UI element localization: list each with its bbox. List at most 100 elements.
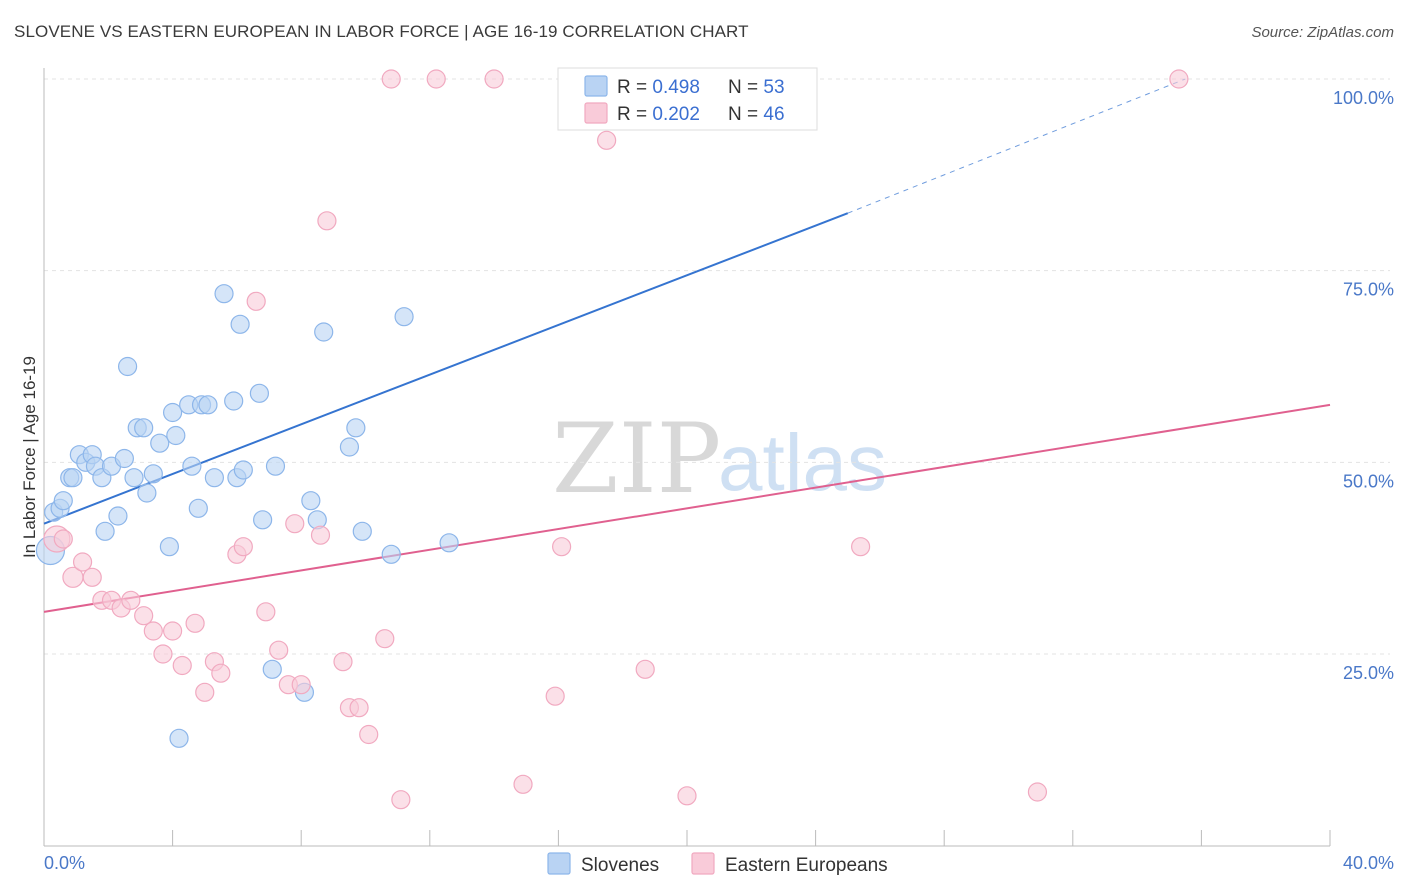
- point-eastern-europeans-21: [256, 602, 276, 622]
- point-slovenes-48: [381, 544, 401, 564]
- point-eastern-europeans-31: [359, 724, 379, 745]
- x-tick-label-max: 40.0%: [1343, 853, 1394, 873]
- point-eastern-europeans-3: [72, 552, 93, 572]
- point-slovenes-31: [204, 468, 224, 488]
- legend-r-value-slovenes: 0.498: [652, 77, 700, 98]
- point-slovenes-25: [169, 728, 189, 748]
- legend-n-row-eastern-europeans: N = 46: [728, 104, 785, 125]
- point-slovenes-42: [301, 491, 321, 511]
- point-eastern-europeans-41: [635, 659, 655, 679]
- y-tick-label-25: 25.0%: [1343, 663, 1394, 683]
- y-tick-label-75: 75.0%: [1343, 280, 1394, 300]
- point-eastern-europeans-20: [246, 291, 266, 311]
- point-slovenes-27: [182, 456, 202, 476]
- point-eastern-europeans-42: [677, 786, 697, 806]
- point-slovenes-21: [150, 433, 170, 453]
- point-slovenes-28: [188, 498, 208, 518]
- point-eastern-europeans-24: [285, 514, 305, 534]
- point-slovenes-50: [439, 533, 459, 553]
- y-tick-labels: 25.0% 50.0% 75.0% 100.0%: [1333, 88, 1394, 683]
- point-slovenes-5: [63, 468, 83, 488]
- y-tick-label-100: 100.0%: [1333, 88, 1394, 108]
- point-slovenes-24: [166, 425, 186, 446]
- source-label: Source: ZipAtlas.com: [1251, 24, 1394, 41]
- bottom-legend-label-eastern-europeans: Eastern Europeans: [725, 855, 888, 876]
- point-eastern-europeans-17: [211, 663, 231, 683]
- point-slovenes-36: [233, 460, 253, 480]
- point-slovenes-15: [117, 356, 138, 377]
- point-slovenes-14: [114, 448, 134, 469]
- point-eastern-europeans-36: [484, 69, 504, 89]
- point-eastern-europeans-33: [381, 69, 401, 89]
- point-eastern-europeans-9: [134, 606, 154, 626]
- point-eastern-europeans-19: [233, 537, 253, 557]
- point-eastern-europeans-43: [851, 537, 871, 557]
- point-slovenes-33: [224, 391, 244, 411]
- point-slovenes-32: [214, 284, 234, 304]
- point-slovenes-45: [339, 437, 360, 457]
- point-eastern-europeans-12: [163, 621, 183, 641]
- point-eastern-europeans-44: [1027, 782, 1048, 802]
- point-slovenes-22: [159, 537, 179, 557]
- y-tick-label-50: 50.0%: [1343, 471, 1394, 491]
- point-eastern-europeans-27: [317, 211, 337, 231]
- bottom-legend: Slovenes Eastern Europeans: [547, 852, 888, 876]
- point-slovenes-3: [53, 491, 73, 511]
- legend-r-row-eastern-europeans: R = 0.202: [617, 104, 700, 125]
- point-eastern-europeans-45: [1169, 69, 1189, 89]
- watermark-atlas: atlas: [718, 418, 887, 507]
- point-eastern-europeans-10: [143, 621, 163, 641]
- point-slovenes-23: [163, 402, 183, 423]
- legend-r-label-slovenes: R =: [617, 77, 652, 98]
- point-eastern-europeans-11: [153, 644, 173, 664]
- legend-r-row-slovenes: R = 0.498: [617, 77, 700, 98]
- gridlines: [44, 78, 1390, 655]
- data-points: [35, 69, 1189, 810]
- point-slovenes-11: [95, 521, 115, 541]
- legend-swatch-eastern-europeans: [584, 102, 608, 124]
- x-axis-ticks: [43, 830, 1331, 846]
- legend-r-label-eastern-europeans: R =: [617, 104, 652, 125]
- y-axis-title: In Labor Force | Age 16-19: [20, 356, 39, 558]
- point-eastern-europeans-13: [172, 655, 192, 676]
- point-eastern-europeans-25: [291, 675, 311, 695]
- trend-lines: [43, 78, 1331, 613]
- legend-swatch-slovenes: [584, 75, 608, 97]
- legend-n-row-slovenes: N = 53: [728, 77, 785, 98]
- point-eastern-europeans-37: [513, 774, 533, 794]
- legend-n-value-slovenes: 53: [763, 77, 784, 98]
- chart-title: SLOVENE VS EASTERN EUROPEAN IN LABOR FOR…: [14, 22, 749, 41]
- trend-line-eastern-europeans: [43, 403, 1331, 613]
- point-slovenes-19: [137, 483, 157, 503]
- point-eastern-europeans-35: [426, 69, 446, 89]
- watermark: ZIP atlas: [552, 403, 887, 515]
- point-eastern-europeans-40: [597, 130, 617, 150]
- legend-n-value-eastern-europeans: 46: [763, 104, 784, 125]
- legend-r-value-eastern-europeans: 0.202: [652, 104, 700, 125]
- point-slovenes-40: [265, 456, 286, 476]
- legend-n-label-slovenes: N =: [728, 77, 763, 98]
- point-slovenes-37: [249, 383, 270, 403]
- point-eastern-europeans-4: [82, 567, 102, 587]
- point-slovenes-13: [108, 506, 128, 526]
- point-eastern-europeans-22: [269, 640, 289, 660]
- point-slovenes-20: [143, 464, 163, 484]
- point-slovenes-39: [262, 659, 282, 679]
- point-slovenes-46: [346, 418, 366, 438]
- point-slovenes-38: [253, 510, 273, 530]
- point-eastern-europeans-26: [310, 525, 331, 545]
- point-slovenes-30: [198, 395, 218, 415]
- point-eastern-europeans-1: [53, 529, 73, 549]
- point-eastern-europeans-32: [375, 629, 395, 649]
- point-eastern-europeans-14: [185, 613, 205, 633]
- point-eastern-europeans-15: [195, 682, 215, 702]
- point-eastern-europeans-30: [349, 698, 369, 718]
- point-slovenes-44: [314, 322, 334, 342]
- bottom-legend-label-slovenes: Slovenes: [581, 855, 659, 876]
- bottom-legend-swatch-eastern-europeans: [691, 852, 715, 875]
- point-slovenes-18: [134, 418, 154, 438]
- point-eastern-europeans-39: [552, 537, 572, 557]
- point-eastern-europeans-38: [545, 686, 565, 706]
- point-slovenes-47: [352, 521, 372, 541]
